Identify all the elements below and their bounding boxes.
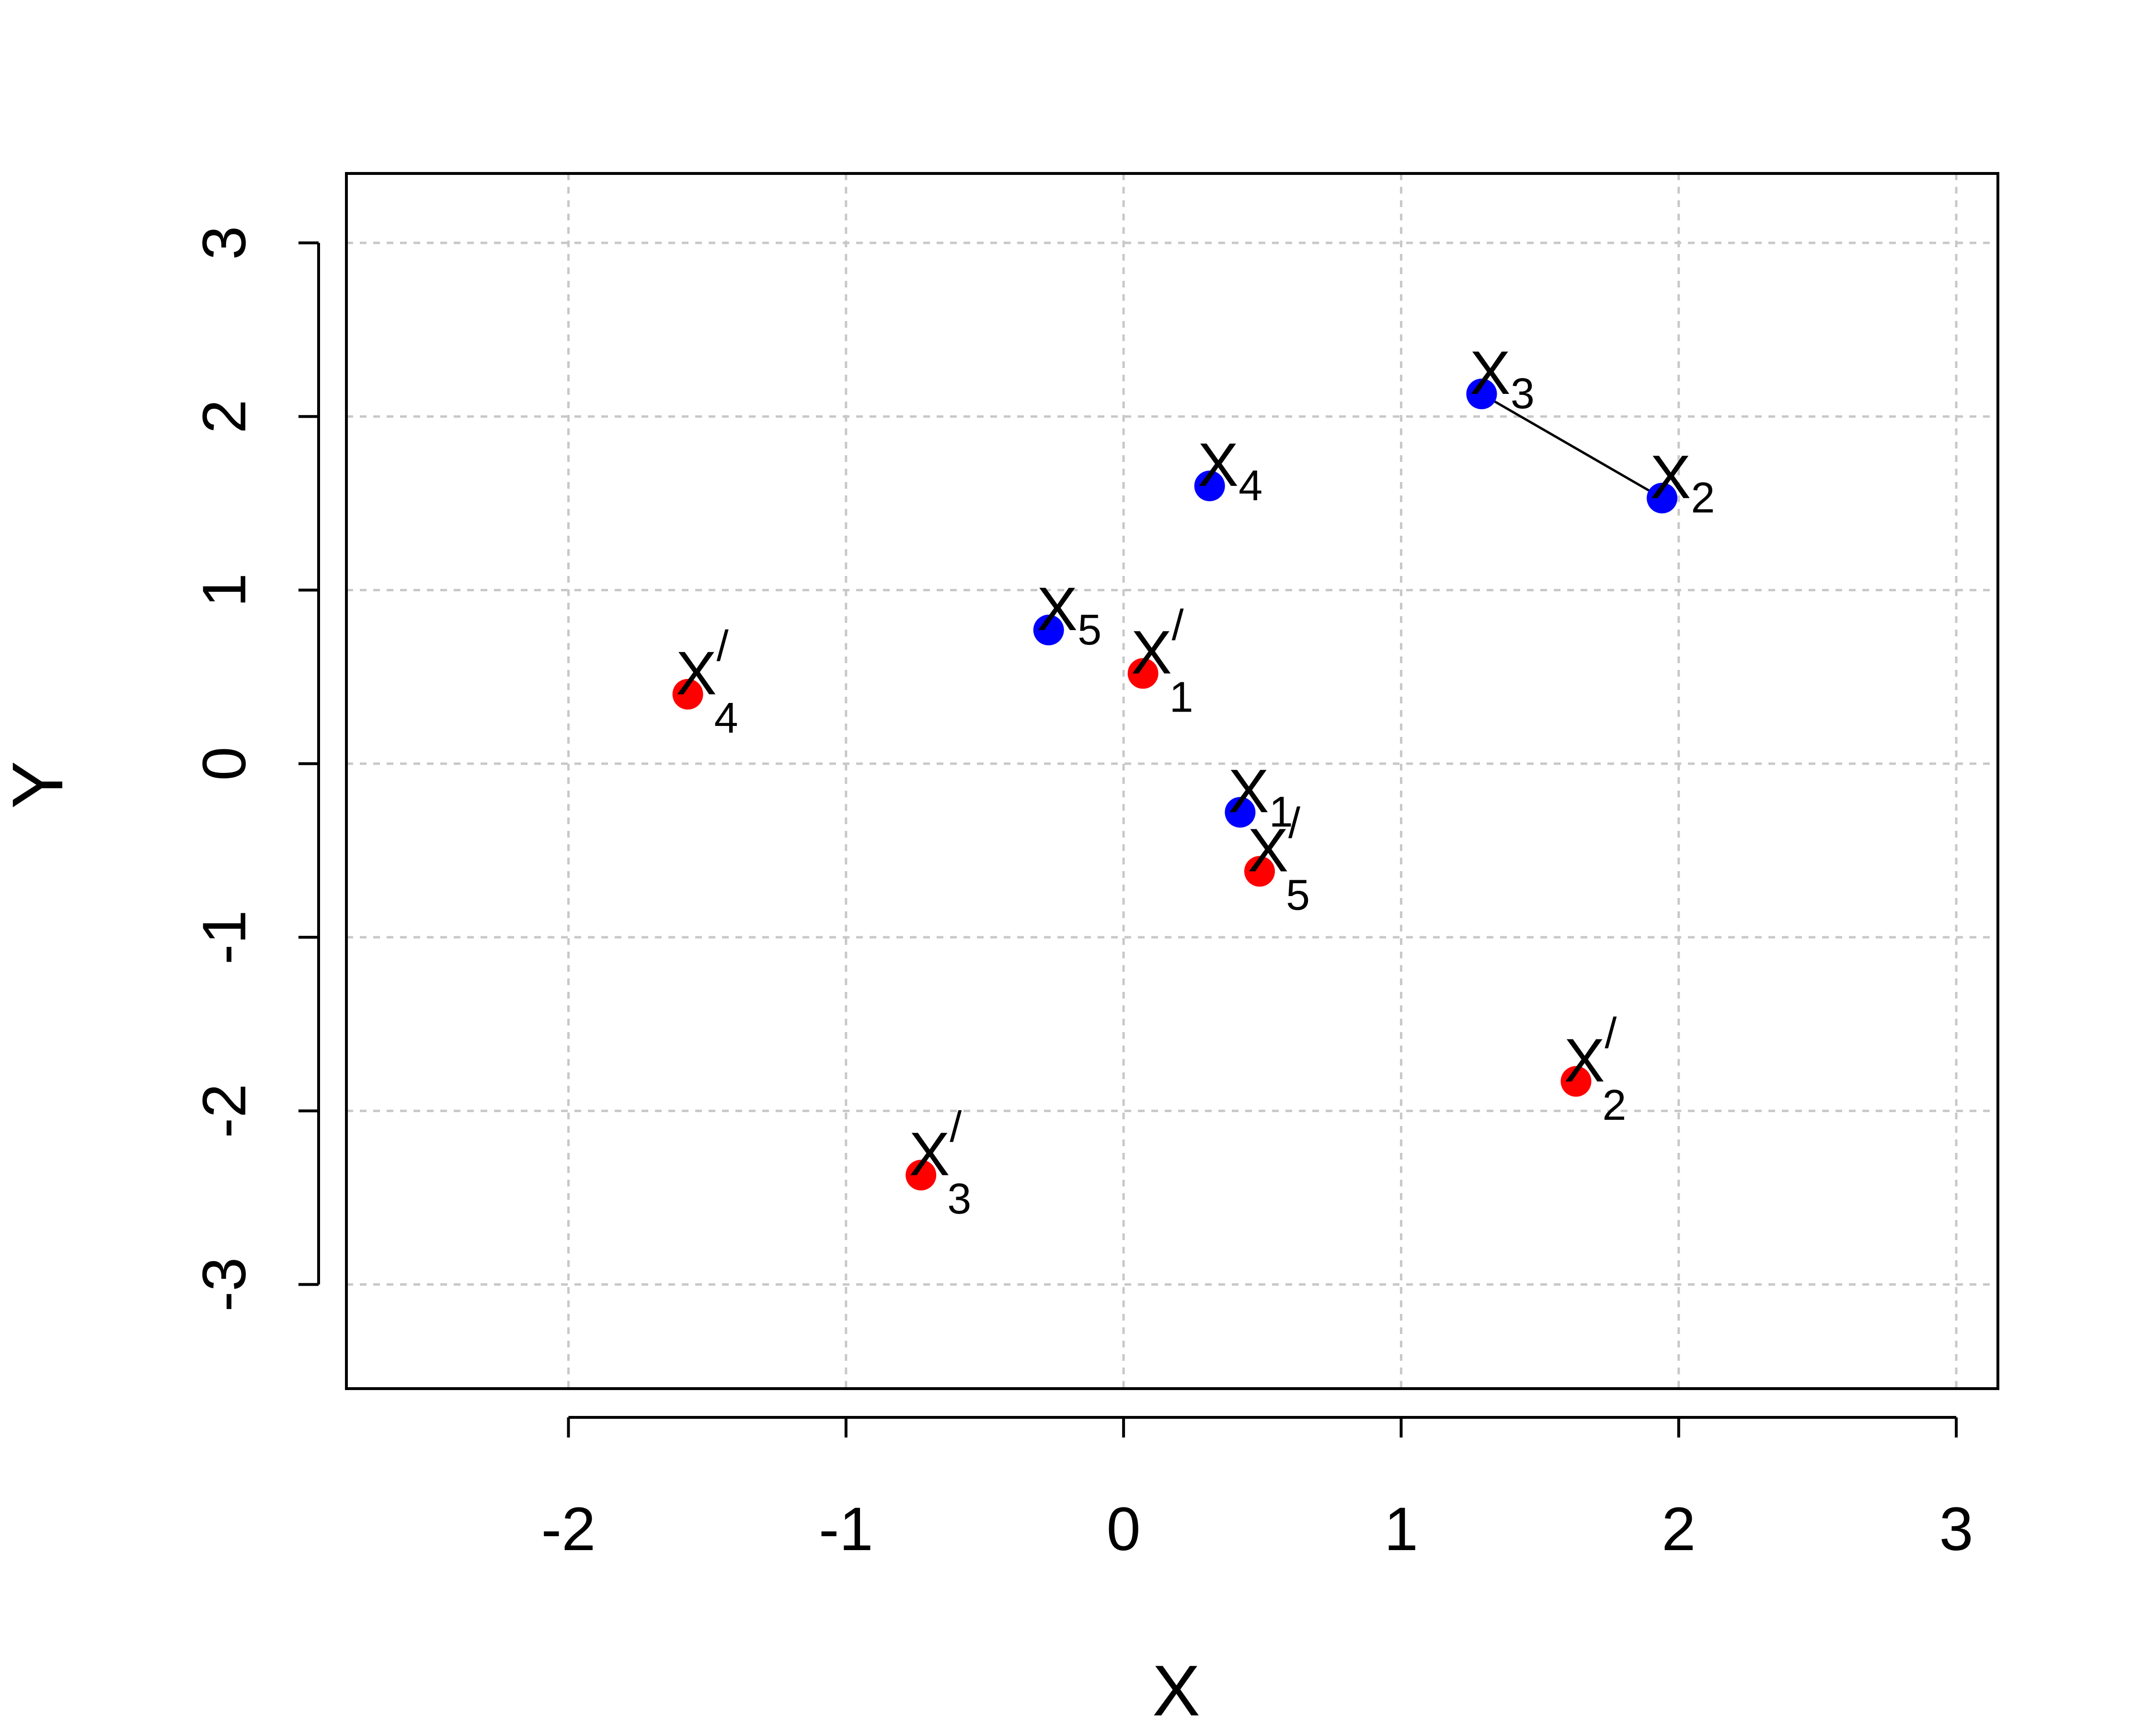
point-x-2: [1647, 483, 1678, 514]
y-tick-label-3: 0: [190, 747, 259, 781]
data-points: [672, 379, 1678, 1191]
point-x-prime-1: [1127, 658, 1158, 689]
point-x-3: [1466, 379, 1497, 410]
x-axis-title: X: [1152, 1650, 1200, 1725]
point-x-prime-4: [672, 678, 703, 710]
x-tick-label-0: -2: [541, 1495, 596, 1564]
y-tick-label-0: -3: [190, 1257, 259, 1312]
point-label-x-5: X5: [1037, 575, 1101, 654]
x-tick-label-2: 0: [1107, 1495, 1141, 1564]
connecting-segments: [1481, 392, 1663, 499]
y-tick-label-5: 2: [190, 400, 259, 434]
x-tick-label-1: -1: [819, 1495, 873, 1564]
y-tick-label-1: -2: [190, 1083, 259, 1138]
y-tick-label-2: -1: [190, 910, 259, 965]
point-x-prime-2: [1560, 1066, 1592, 1097]
point-x-prime-5: [1244, 856, 1275, 887]
grid-lines: [346, 173, 1998, 1389]
x-tick-label-3: 1: [1384, 1495, 1418, 1564]
point-x-4: [1194, 471, 1225, 502]
point-x-prime-3: [906, 1160, 937, 1191]
axes: -2 -1 0 1 2 3 -3 -2 -1 0 1 2 3: [190, 226, 1973, 1564]
y-tick-label-4: 1: [190, 573, 259, 607]
point-x-1: [1225, 797, 1256, 828]
point-x-5: [1033, 614, 1064, 645]
x-tick-label-5: 3: [1939, 1495, 1973, 1564]
y-tick-label-6: 3: [190, 226, 259, 260]
y-axis-title: Y: [0, 761, 78, 809]
x-tick-label-4: 2: [1662, 1495, 1696, 1564]
point-label-x-2: X2: [1650, 443, 1715, 522]
plot-frame: [345, 172, 1999, 1390]
segment-0: [1481, 392, 1663, 499]
